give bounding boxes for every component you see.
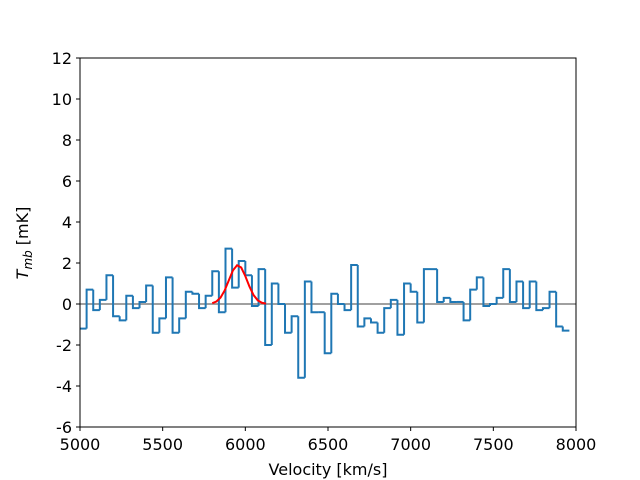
step-segment xyxy=(449,297,457,303)
step-segment xyxy=(237,259,246,288)
step-segment xyxy=(98,298,107,311)
step-segment xyxy=(343,304,352,312)
step-segment xyxy=(396,299,405,336)
y-tick-label: -6 xyxy=(56,418,72,437)
y-axis-label: Tmb [mK] xyxy=(13,207,35,280)
step-segment xyxy=(350,264,358,311)
step-segment xyxy=(138,300,147,309)
step-segment xyxy=(462,301,471,322)
x-tick-label: 6500 xyxy=(308,435,349,454)
step-segment xyxy=(363,317,371,327)
step-segment xyxy=(198,293,206,310)
step-segment xyxy=(541,307,550,311)
y-tick-label: 4 xyxy=(62,213,72,232)
step-segment xyxy=(508,269,517,303)
step-segment xyxy=(356,265,365,328)
step-segment xyxy=(158,317,166,333)
x-tick-label: 8000 xyxy=(556,435,597,454)
step-segment xyxy=(303,280,312,378)
step-segment xyxy=(184,290,193,319)
step-segment xyxy=(535,281,543,312)
step-segment xyxy=(528,280,537,309)
step-segment xyxy=(151,285,160,334)
step-segment xyxy=(389,298,398,309)
step-segment xyxy=(442,296,451,302)
y-tick-label: 10 xyxy=(52,90,72,109)
step-segment xyxy=(522,281,530,310)
step-segment xyxy=(383,307,391,333)
step-segment xyxy=(85,288,94,329)
step-segment xyxy=(284,304,292,334)
step-segment xyxy=(369,318,378,324)
step-segment xyxy=(257,268,266,307)
x-tick-label: 7500 xyxy=(473,435,514,454)
step-segment xyxy=(482,277,491,308)
step-segment xyxy=(131,295,140,310)
y-tick-label: -4 xyxy=(56,377,72,396)
step-segment xyxy=(376,322,385,334)
y-label-subscript: mb xyxy=(21,250,35,270)
y-tick-label: 12 xyxy=(52,49,72,68)
step-segment xyxy=(297,316,305,379)
step-segment xyxy=(416,291,424,324)
step-segment xyxy=(211,270,219,296)
step-segment xyxy=(145,284,153,302)
step-segment xyxy=(489,303,497,307)
step-segment xyxy=(436,269,444,303)
step-segment xyxy=(561,326,570,332)
step-segment xyxy=(217,271,226,314)
step-segment xyxy=(469,288,477,321)
step-segment xyxy=(244,260,252,277)
y-tick-label: 6 xyxy=(62,172,72,191)
plot-frame xyxy=(79,57,577,428)
step-segment xyxy=(310,281,319,314)
y-tick-label: -2 xyxy=(56,336,72,355)
fit-line xyxy=(211,263,267,305)
step-segment xyxy=(502,268,510,298)
y-label-symbol: T xyxy=(13,268,32,279)
step-segment xyxy=(330,292,338,354)
step-segment xyxy=(178,317,186,333)
step-segment xyxy=(125,294,133,321)
step-segment xyxy=(290,315,299,333)
y-label-unit: [mK] xyxy=(13,207,32,246)
step-segment xyxy=(515,280,524,302)
step-segment xyxy=(92,289,100,312)
step-segment xyxy=(495,296,504,304)
step-segment xyxy=(118,316,127,322)
step-segment xyxy=(112,275,120,318)
x-tick-label: 5500 xyxy=(142,435,183,454)
step-segment xyxy=(191,291,200,295)
step-segment xyxy=(204,294,213,309)
step-segment xyxy=(403,282,411,335)
step-segment xyxy=(475,276,484,290)
step-segment xyxy=(231,248,239,289)
step-segment xyxy=(164,276,173,319)
step-segment xyxy=(548,290,557,309)
y-tick-label: 0 xyxy=(62,295,72,314)
x-tick-label: 7000 xyxy=(390,435,431,454)
x-axis-label: Velocity [km/s] xyxy=(269,460,388,479)
step-segment xyxy=(270,282,279,345)
y-tick-label: 2 xyxy=(62,254,72,273)
step-segment xyxy=(250,275,259,308)
step-segment xyxy=(409,283,418,293)
step-segment xyxy=(105,274,114,300)
step-segment xyxy=(264,269,272,346)
step-segment xyxy=(277,283,286,305)
step-segment xyxy=(323,312,332,355)
step-segment xyxy=(555,291,563,328)
x-tick-label: 6000 xyxy=(225,435,266,454)
step-segment xyxy=(422,268,431,323)
x-tick-label: 5000 xyxy=(60,435,101,454)
y-tick-label: 8 xyxy=(62,131,72,150)
step-segment xyxy=(171,277,180,334)
step-segment xyxy=(336,293,345,305)
